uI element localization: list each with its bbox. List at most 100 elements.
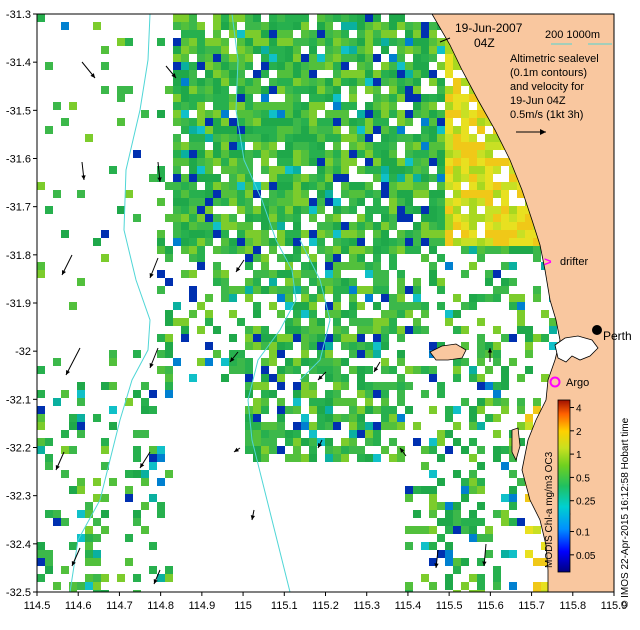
- chlorophyll-cell: [477, 342, 485, 350]
- chlorophyll-cell: [125, 486, 133, 494]
- chlorophyll-cell: [429, 582, 437, 590]
- chlorophyll-cell: [485, 382, 493, 390]
- chlorophyll-cell: [453, 510, 461, 518]
- chlorophyll-cell: [261, 102, 269, 110]
- chlorophyll-cell: [45, 558, 53, 566]
- chlorophyll-cell: [133, 510, 141, 518]
- chlorophyll-cell: [245, 190, 253, 198]
- velocity-arrowhead: [374, 367, 379, 372]
- chlorophyll-cell: [333, 294, 341, 302]
- chlorophyll-cell: [493, 454, 501, 462]
- chlorophyll-cell: [341, 22, 349, 30]
- chlorophyll-cell: [293, 246, 301, 254]
- chlorophyll-cell: [493, 358, 501, 366]
- chlorophyll-cell: [173, 62, 181, 70]
- chlorophyll-cell: [37, 366, 45, 374]
- chlorophyll-cell: [269, 206, 277, 214]
- chlorophyll-cell: [157, 350, 165, 358]
- chlorophyll-cell: [437, 62, 445, 70]
- chlorophyll-cell: [381, 398, 389, 406]
- chlorophyll-cell: [181, 190, 189, 198]
- chlorophyll-cell: [461, 142, 469, 150]
- chlorophyll-cell: [125, 398, 133, 406]
- chlorophyll-cell: [357, 126, 365, 134]
- chlorophyll-cell: [485, 230, 493, 238]
- chlorophyll-cell: [293, 278, 301, 286]
- chlorophyll-cell: [301, 110, 309, 118]
- chlorophyll-cell: [197, 190, 205, 198]
- chlorophyll-cell: [421, 366, 429, 374]
- chlorophyll-cell: [309, 174, 317, 182]
- chlorophyll-cell: [453, 502, 461, 510]
- chlorophyll-cell: [237, 246, 245, 254]
- chlorophyll-cell: [381, 366, 389, 374]
- chlorophyll-cell: [437, 238, 445, 246]
- chlorophyll-cell: [413, 38, 421, 46]
- chlorophyll-cell: [485, 174, 493, 182]
- chlorophyll-cell: [141, 430, 149, 438]
- chlorophyll-cell: [189, 158, 197, 166]
- chlorophyll-cell: [365, 270, 373, 278]
- chlorophyll-cell: [469, 230, 477, 238]
- chlorophyll-cell: [197, 86, 205, 94]
- chlorophyll-cell: [389, 142, 397, 150]
- chlorophyll-cell: [237, 78, 245, 86]
- chlorophyll-cell: [333, 446, 341, 454]
- chlorophyll-cell: [325, 118, 333, 126]
- chlorophyll-cell: [221, 190, 229, 198]
- chlorophyll-cell: [533, 398, 541, 406]
- chlorophyll-cell: [381, 30, 389, 38]
- chlorophyll-cell: [445, 166, 453, 174]
- chlorophyll-cell: [197, 230, 205, 238]
- chlorophyll-cell: [333, 374, 341, 382]
- chlorophyll-cell: [365, 190, 373, 198]
- chlorophyll-cell: [533, 526, 541, 534]
- chlorophyll-cell: [397, 46, 405, 54]
- chlorophyll-cell: [317, 414, 325, 422]
- chlorophyll-cell: [493, 158, 501, 166]
- chlorophyll-cell: [93, 238, 101, 246]
- chlorophyll-cell: [389, 190, 397, 198]
- chlorophyll-cell: [397, 126, 405, 134]
- chlorophyll-cell: [213, 246, 221, 254]
- chlorophyll-cell: [261, 150, 269, 158]
- velocity-arrowhead: [55, 465, 60, 470]
- chlorophyll-cell: [397, 94, 405, 102]
- chlorophyll-cell: [285, 206, 293, 214]
- chlorophyll-cell: [397, 238, 405, 246]
- chlorophyll-cell: [109, 406, 117, 414]
- chlorophyll-cell: [261, 134, 269, 142]
- chlorophyll-cell: [477, 174, 485, 182]
- chlorophyll-cell: [181, 222, 189, 230]
- chlorophyll-cell: [117, 206, 125, 214]
- chlorophyll-cell: [405, 302, 413, 310]
- chlorophyll-cell: [149, 494, 157, 502]
- chlorophyll-cell: [237, 166, 245, 174]
- chlorophyll-cell: [317, 102, 325, 110]
- chlorophyll-cell: [493, 246, 501, 254]
- chlorophyll-cell: [469, 414, 477, 422]
- chlorophyll-cell: [77, 390, 85, 398]
- chlorophyll-cell: [445, 582, 453, 590]
- chlorophyll-cell: [309, 158, 317, 166]
- chlorophyll-cell: [437, 342, 445, 350]
- chlorophyll-cell: [517, 326, 525, 334]
- chlorophyll-cell: [373, 326, 381, 334]
- chlorophyll-cell: [477, 158, 485, 166]
- chlorophyll-cell: [445, 118, 453, 126]
- chlorophyll-cell: [429, 222, 437, 230]
- chlorophyll-cell: [365, 182, 373, 190]
- chlorophyll-cell: [253, 22, 261, 30]
- chlorophyll-cell: [61, 446, 69, 454]
- chlorophyll-cell: [317, 406, 325, 414]
- chlorophyll-cell: [341, 374, 349, 382]
- chlorophyll-cell: [333, 78, 341, 86]
- chlorophyll-cell: [421, 446, 429, 454]
- chlorophyll-cell: [277, 38, 285, 46]
- chlorophyll-cell: [389, 86, 397, 94]
- chlorophyll-cell: [317, 158, 325, 166]
- chlorophyll-cell: [485, 270, 493, 278]
- chlorophyll-cell: [229, 366, 237, 374]
- chlorophyll-cell: [133, 150, 141, 158]
- chlorophyll-cell: [509, 302, 517, 310]
